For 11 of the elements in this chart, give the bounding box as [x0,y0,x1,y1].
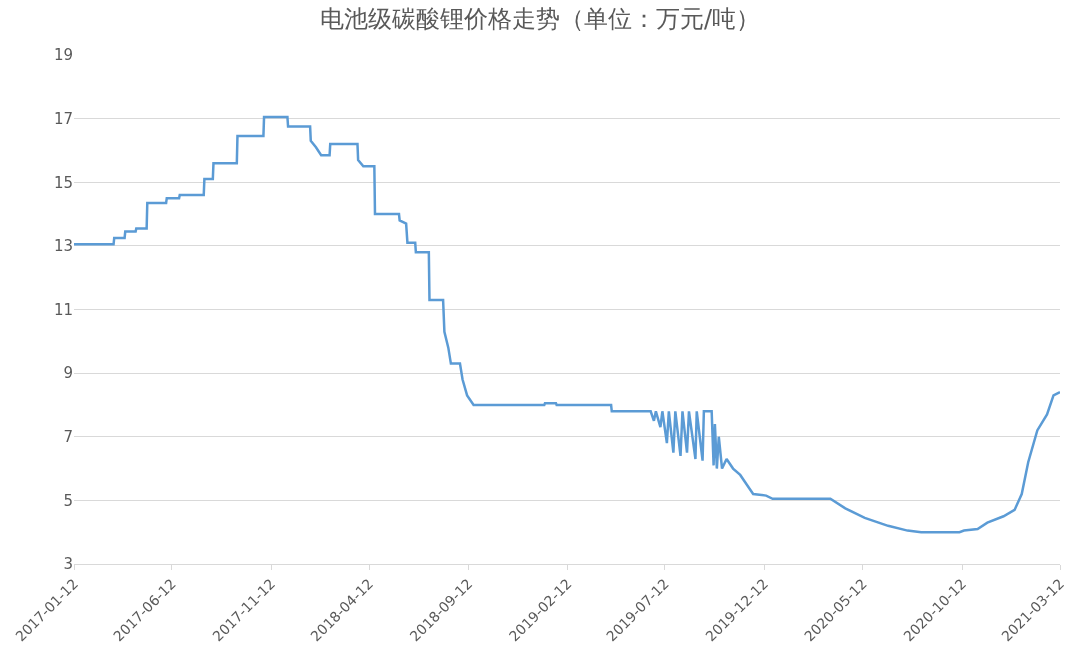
y-tick-label: 19 [53,46,73,65]
y-tick-label: 17 [53,109,73,128]
y-tick-label: 7 [63,428,73,446]
line-series [74,115,1060,534]
y-tick-label: 11 [53,300,73,319]
y-tick-label: 13 [53,237,73,256]
y-tick-label: 15 [53,173,73,192]
y-tick-label: 9 [63,364,73,383]
y-tick-label: 5 [63,491,73,510]
chart-title: 电池级碳酸锂价格走势（单位：万元/吨） [319,4,761,33]
y-tick-label: 3 [63,555,73,574]
